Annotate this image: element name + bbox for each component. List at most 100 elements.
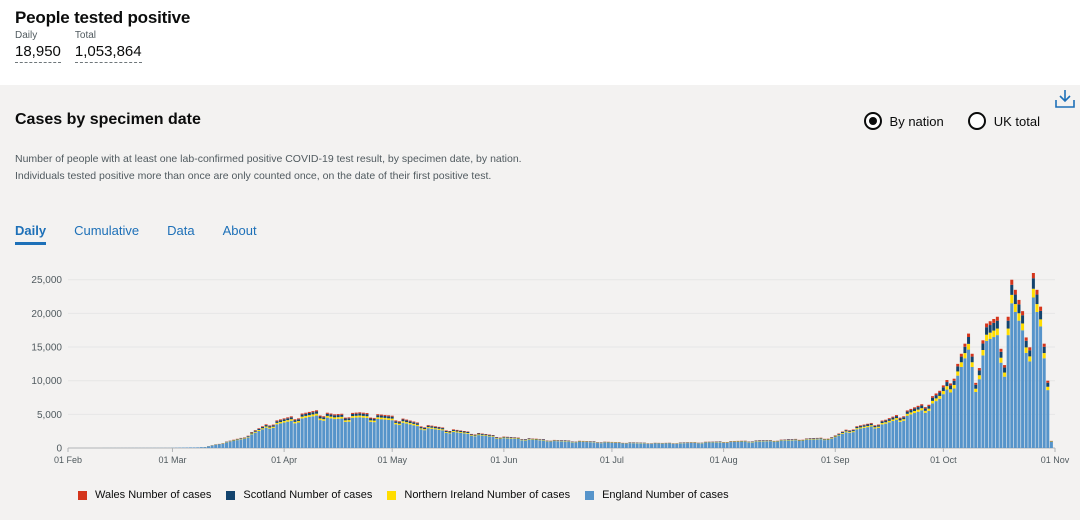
scotland-bar (848, 430, 852, 432)
england-bar (196, 447, 200, 448)
england-bar (927, 410, 931, 448)
northern-ireland-bar (505, 437, 509, 439)
england-bar (610, 442, 614, 448)
northern-ireland-bar (1042, 353, 1046, 359)
scotland-bar (1017, 304, 1021, 314)
england-bar (365, 417, 369, 448)
england-bar (693, 442, 697, 448)
scotland-bar (502, 436, 506, 438)
legend-swatch-england (585, 490, 595, 500)
northern-ireland-bar (1017, 313, 1021, 321)
legend-item-northern-ireland[interactable]: Northern Ireland Number of cases (387, 489, 570, 501)
northern-ireland-bar (433, 428, 437, 430)
england-bar (913, 413, 917, 448)
tab-cumulative[interactable]: Cumulative (74, 223, 140, 238)
wales-bar (455, 429, 459, 431)
scotland-bar (520, 439, 524, 440)
england-bar (412, 425, 416, 448)
scotland-bar (358, 413, 362, 416)
wales-bar (390, 415, 394, 417)
northern-ireland-bar (891, 419, 895, 422)
england-bar (660, 443, 664, 448)
daily-label: Daily (15, 30, 38, 41)
legend-item-england[interactable]: England Number of cases (585, 489, 729, 501)
x-tick-label: 01 Jun (490, 455, 517, 465)
tab-daily[interactable]: Daily (15, 223, 47, 245)
x-tick-label: 01 May (377, 455, 407, 465)
scotland-bar (819, 438, 823, 439)
england-bar (819, 439, 823, 448)
wales-bar (1042, 343, 1046, 347)
wales-bar (952, 378, 956, 381)
tab-data[interactable]: Data (167, 223, 195, 238)
england-bar (732, 441, 736, 448)
scotland-bar (343, 418, 347, 421)
england-bar (855, 429, 859, 448)
scotland-bar (963, 346, 967, 354)
england-bar (895, 419, 899, 448)
england-bar (351, 417, 355, 448)
scotland-bar (246, 436, 250, 437)
northern-ireland-bar (415, 424, 419, 427)
northern-ireland-bar (858, 427, 862, 429)
scotland-bar (297, 419, 301, 422)
northern-ireland-bar (981, 350, 985, 356)
scotland-bar (808, 438, 812, 440)
northern-ireland-bar (819, 438, 823, 440)
scotland-bar (884, 420, 888, 423)
legend-swatch-scotland (226, 490, 236, 500)
england-bar (844, 432, 848, 448)
scotland-bar (876, 425, 880, 427)
northern-ireland-bar (286, 420, 290, 422)
wales-bar (923, 407, 927, 409)
wales-bar (423, 427, 427, 428)
england-bar (1039, 326, 1043, 448)
england-bar (1042, 358, 1046, 448)
northern-ireland-bar (985, 334, 989, 341)
radio-by-nation[interactable]: By nation (863, 112, 944, 130)
total-value[interactable]: 1,053,864 (74, 42, 142, 63)
scotland-bar (365, 414, 369, 417)
wales-bar (264, 424, 268, 426)
radio-by-nation-label: By nation (889, 113, 944, 129)
northern-ireland-bar (372, 420, 376, 423)
england-bar (311, 416, 315, 448)
radio-uk-total[interactable]: UK total (967, 112, 1040, 130)
tab-about[interactable]: About (222, 223, 257, 238)
wales-bar (412, 421, 416, 423)
wales-bar (279, 419, 283, 421)
legend-item-scotland[interactable]: Scotland Number of cases (226, 489, 372, 501)
england-bar (578, 441, 582, 448)
scotland-bar (394, 421, 398, 423)
scotland-bar (268, 426, 272, 428)
scotland-bar (866, 424, 870, 426)
england-bar (729, 442, 733, 448)
england-bar (707, 442, 711, 448)
england-bar (606, 442, 610, 448)
daily-value[interactable]: 18,950 (15, 42, 61, 63)
legend-item-wales[interactable]: Wales Number of cases (78, 489, 211, 501)
england-bar (253, 432, 257, 448)
scotland-bar (401, 419, 405, 422)
northern-ireland-bar (257, 430, 261, 431)
northern-ireland-bar (318, 418, 322, 421)
england-bar (325, 417, 329, 448)
scotland-bar (243, 437, 247, 439)
england-bar (318, 420, 322, 448)
download-icon[interactable] (1054, 88, 1076, 110)
wales-bar (433, 426, 437, 427)
england-bar (876, 427, 880, 448)
northern-ireland-bar (300, 416, 304, 419)
england-bar (426, 428, 430, 448)
england-bar (192, 447, 196, 448)
england-bar (747, 442, 751, 448)
northern-ireland-bar (430, 427, 434, 429)
chart-card: Cases by specimen date By nation UK tota… (0, 85, 1080, 520)
wales-bar (920, 404, 924, 406)
northern-ireland-bar (289, 419, 293, 421)
england-bar (293, 423, 297, 448)
wales-bar (271, 424, 275, 426)
chart-description: Number of people with at least one lab-c… (15, 153, 522, 182)
wales-bar (985, 323, 989, 328)
england-bar (250, 434, 254, 448)
